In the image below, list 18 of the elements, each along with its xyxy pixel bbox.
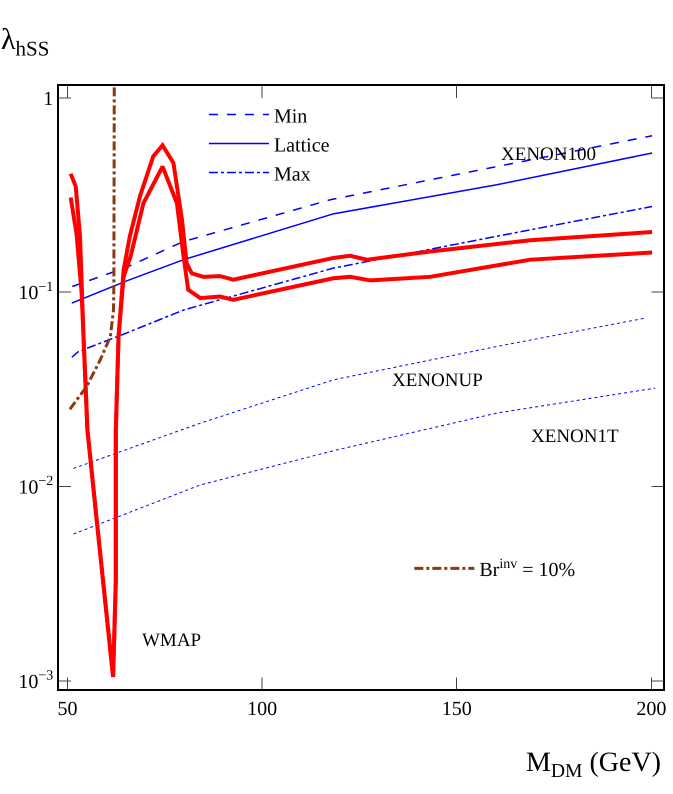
- x-tick-label: 200: [636, 698, 666, 720]
- y-axis-title: λ$_{hSS}$: [1, 23, 50, 60]
- y-tick-label: 10$^{−2}$: [18, 474, 54, 499]
- annotation: WMAP: [142, 630, 202, 651]
- x-tick-label: 150: [442, 698, 472, 720]
- annotation: XENON1T: [531, 426, 619, 447]
- annotation: XENONUP: [392, 370, 483, 391]
- y-tick-label: 1: [43, 88, 54, 110]
- legend-label: Lattice: [274, 134, 330, 156]
- legend-label: Min: [274, 105, 308, 128]
- y-tick-label: 10$^{−1}$: [18, 280, 54, 304]
- x-tick-label: 50: [58, 698, 78, 720]
- annotation: XENON100: [501, 144, 596, 165]
- legend-label: Max: [274, 163, 311, 186]
- x-axis-title: M$_{DM}$ (GeV): [526, 747, 662, 782]
- legend-label: Br$^{inv}$ = 10%: [479, 556, 576, 582]
- y-tick-label: 10$^{−3}$: [18, 668, 54, 694]
- x-tick-label: 100: [247, 698, 278, 720]
